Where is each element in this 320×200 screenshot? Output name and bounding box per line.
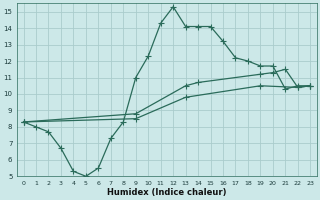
X-axis label: Humidex (Indice chaleur): Humidex (Indice chaleur): [107, 188, 227, 197]
